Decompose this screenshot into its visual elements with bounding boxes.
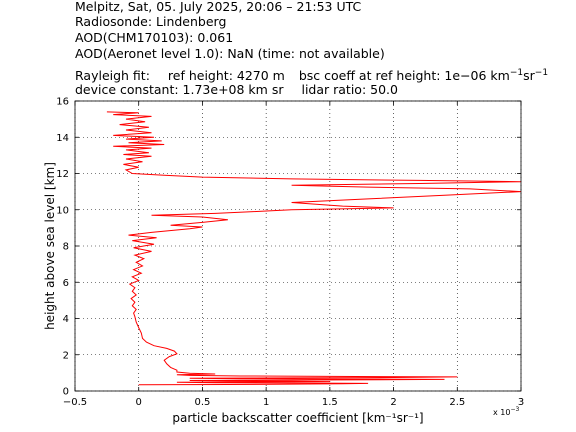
x-tick-label: −0.5 bbox=[63, 397, 87, 408]
x-tick-label: 1.5 bbox=[322, 397, 338, 408]
x-scale-exponent: −3 bbox=[510, 406, 519, 413]
device-constant-line: device constant: 1.73e+08 km sr lidar rat… bbox=[75, 83, 398, 97]
x-scale-multiplier: x 10−3 bbox=[493, 406, 519, 417]
x-tick-label: 0.5 bbox=[194, 397, 210, 408]
backscatter-profile-line bbox=[106, 111, 522, 386]
x-tick-label: 2.5 bbox=[449, 397, 465, 408]
x-tick-label: 2 bbox=[390, 397, 396, 408]
ref-height-text: ref height: 4270 m bbox=[167, 68, 285, 84]
x-tick-label: 1 bbox=[263, 397, 269, 408]
title-line: Melpitz, Sat, 05. July 2025, 20:06 – 21:… bbox=[75, 0, 362, 14]
x-tick-label: 0 bbox=[136, 397, 142, 408]
y-tick-label: 10 bbox=[56, 205, 69, 216]
rayleigh-fit-label: Rayleigh fit: bbox=[75, 68, 150, 84]
y-tick-label: 8 bbox=[63, 242, 69, 253]
y-tick-label: 14 bbox=[56, 133, 69, 144]
x-axis-label: particle backscatter coefficient [km⁻¹sr… bbox=[172, 411, 423, 425]
aod-aeronet-line: AOD(Aeronet level 1.0): NaN (time: not a… bbox=[75, 46, 385, 61]
plot-area bbox=[75, 101, 521, 391]
y-tick-label: 4 bbox=[63, 314, 69, 325]
device-constant-text: device constant: 1.73e+08 km sr bbox=[75, 82, 284, 97]
bsc-coeff-text: bsc coeff at ref height: 1e−06 km bbox=[298, 68, 510, 84]
y-axis-label: height above sea level [km] bbox=[43, 162, 57, 330]
y-tick-label: 0 bbox=[63, 387, 69, 398]
y-tick-label: 2 bbox=[63, 350, 69, 361]
lidar-ratio-text: lidar ratio: 50.0 bbox=[301, 82, 398, 97]
y-tick-label: 6 bbox=[63, 278, 69, 289]
aod-chm-line: AOD(CHM170103): 0.061 bbox=[75, 30, 234, 45]
radiosonde-line: Radiosonde: Lindenberg bbox=[75, 14, 227, 29]
rayleigh-fit-line: Rayleigh fit: ref height: 4270 m bsc coeff… bbox=[75, 68, 549, 84]
x-tick-label: 3 bbox=[518, 397, 524, 408]
y-tick-label: 12 bbox=[56, 169, 69, 180]
axes-box bbox=[74, 100, 522, 392]
y-tick-label: 16 bbox=[56, 97, 69, 108]
